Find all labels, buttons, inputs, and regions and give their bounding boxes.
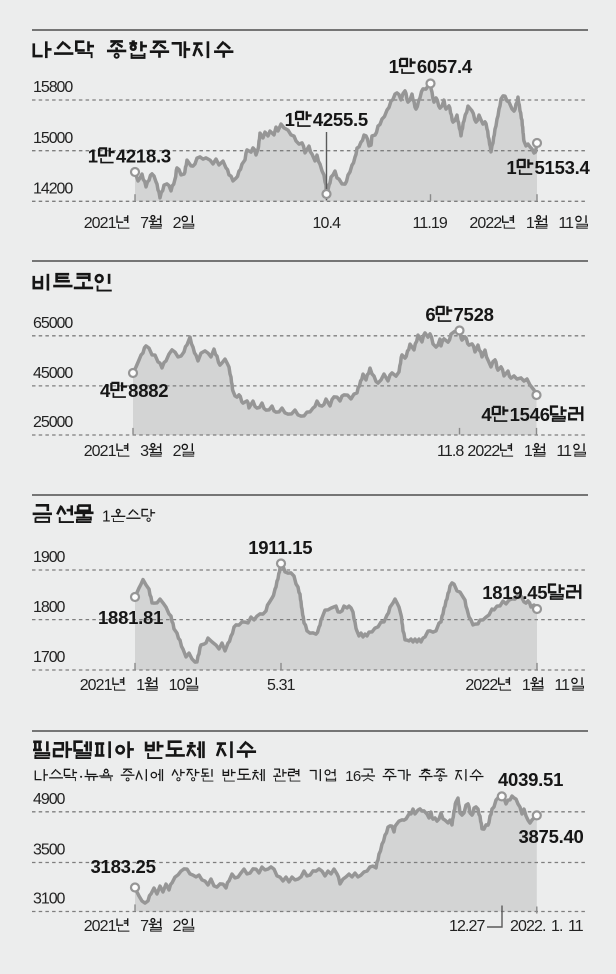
svg-text:1800: 1800: [33, 599, 66, 616]
svg-text:1: 1: [102, 509, 111, 526]
svg-text:2022: 2022: [467, 443, 500, 460]
svg-text:6057.4: 6057.4: [417, 56, 473, 77]
svg-text:1911.15: 1911.15: [248, 537, 312, 558]
svg-text:7528: 7528: [454, 304, 494, 325]
svg-text:4218.3: 4218.3: [116, 146, 171, 167]
svg-text:25000: 25000: [33, 414, 73, 431]
svg-text:10: 10: [169, 677, 186, 694]
svg-text:5.31: 5.31: [267, 677, 296, 694]
svg-text:7: 7: [140, 918, 149, 935]
svg-text:1: 1: [136, 677, 145, 694]
svg-text:11.8: 11.8: [437, 443, 464, 460]
svg-text:15000: 15000: [33, 130, 73, 147]
svg-text:1: 1: [285, 109, 295, 130]
svg-text:1.: 1.: [551, 918, 563, 935]
svg-text:1881.81: 1881.81: [98, 607, 163, 628]
svg-text:1700: 1700: [33, 649, 66, 666]
svg-text:15800: 15800: [33, 79, 73, 96]
svg-text:12.27: 12.27: [449, 918, 486, 935]
svg-text:1900: 1900: [33, 549, 66, 566]
svg-text:4900: 4900: [33, 791, 66, 808]
svg-text:1: 1: [522, 677, 531, 694]
svg-text:11: 11: [554, 677, 570, 694]
svg-text:4: 4: [481, 404, 492, 425]
svg-text:65000: 65000: [33, 315, 73, 332]
svg-text:5153.4: 5153.4: [535, 157, 591, 178]
svg-text:2: 2: [173, 215, 182, 232]
svg-text:3183.25: 3183.25: [91, 856, 156, 877]
svg-text:3500: 3500: [33, 842, 66, 859]
svg-text:2: 2: [173, 918, 182, 935]
svg-text:1819.45: 1819.45: [482, 582, 547, 603]
svg-text:2021: 2021: [84, 215, 117, 232]
svg-text:8882: 8882: [128, 380, 168, 401]
svg-text:4255.5: 4255.5: [313, 109, 368, 130]
svg-text:4039.51: 4039.51: [498, 769, 563, 790]
svg-text:10.4: 10.4: [313, 215, 342, 232]
svg-text:7: 7: [140, 215, 149, 232]
svg-text:11: 11: [558, 215, 574, 232]
svg-text:1: 1: [88, 146, 98, 167]
svg-text:1: 1: [526, 215, 535, 232]
svg-text:2021: 2021: [80, 677, 113, 694]
svg-text:2: 2: [173, 443, 182, 460]
svg-text:3100: 3100: [33, 891, 66, 908]
svg-text:6: 6: [425, 304, 435, 325]
svg-text:14200: 14200: [33, 181, 73, 198]
svg-text:2022: 2022: [469, 215, 502, 232]
svg-text:16: 16: [345, 768, 361, 785]
svg-text:2021: 2021: [84, 443, 117, 460]
svg-text:1: 1: [389, 56, 399, 77]
svg-text:45000: 45000: [33, 365, 73, 382]
svg-text:3875.40: 3875.40: [518, 826, 583, 847]
svg-text:11.19: 11.19: [413, 215, 448, 232]
svg-text:11: 11: [568, 918, 584, 935]
svg-text:1: 1: [506, 157, 516, 178]
svg-text:2022: 2022: [465, 677, 498, 694]
svg-text:3: 3: [140, 443, 149, 460]
svg-text:1546: 1546: [510, 404, 550, 425]
svg-text:2021: 2021: [84, 918, 117, 935]
svg-text:11: 11: [556, 443, 572, 460]
svg-text:1: 1: [524, 443, 533, 460]
svg-text:2022.: 2022.: [510, 918, 546, 935]
svg-text:4: 4: [100, 380, 111, 401]
